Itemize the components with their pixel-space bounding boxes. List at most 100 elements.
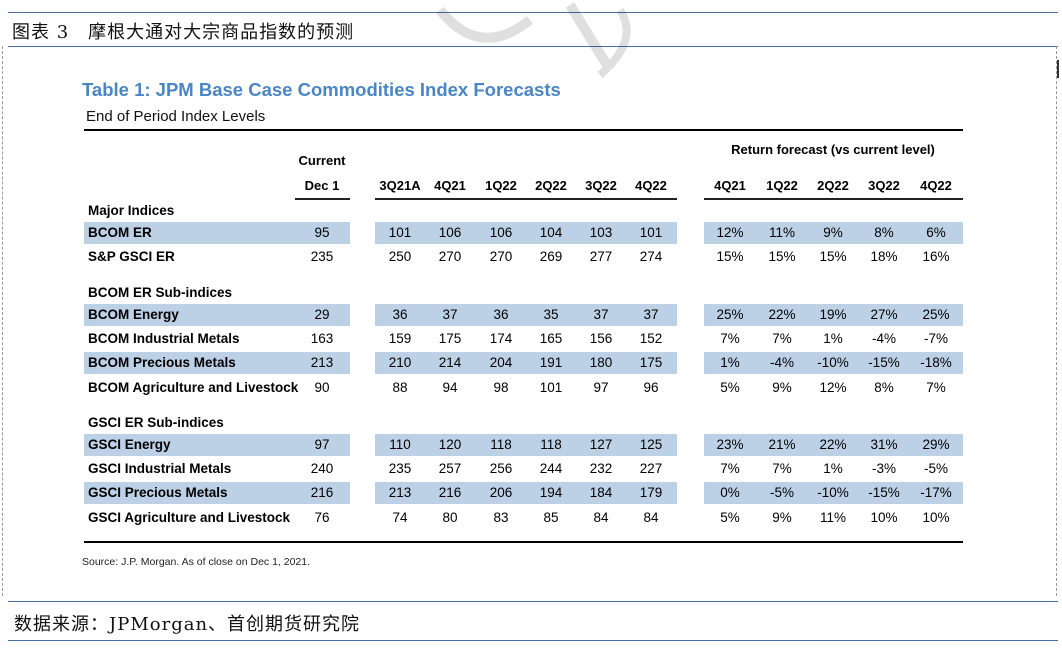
cell-return: -17% [920, 485, 952, 501]
cell-level: 232 [589, 461, 613, 477]
cell-return: 5% [720, 379, 740, 395]
cell-return: 23% [716, 436, 744, 452]
cell-return: 0% [720, 485, 740, 501]
header-current-line1: Current [298, 153, 346, 168]
figure-title-bar [8, 12, 1058, 47]
cell-return: -7% [923, 330, 948, 346]
cell-level: 101 [639, 225, 663, 240]
cell-return: 12% [819, 379, 847, 395]
cell-level: 165 [539, 330, 563, 346]
header-return-group: Return forecast (vs current level) [731, 142, 935, 157]
row-label: BCOM Precious Metals [88, 355, 236, 371]
row-band-levels [375, 303, 677, 326]
cell-return: 9% [772, 509, 792, 525]
cell-return: 8% [874, 225, 894, 240]
cell-level: 191 [539, 355, 563, 371]
cell-level: 270 [438, 249, 462, 265]
section-label: GSCI ER Sub-indices [88, 414, 224, 430]
cell-current: 95 [314, 225, 330, 240]
row-label: GSCI Energy [88, 436, 171, 452]
cell-return: -10% [817, 355, 849, 371]
header-rule-returns [704, 198, 963, 200]
cell-return: 15% [716, 249, 744, 265]
cell-level: 36 [392, 306, 408, 322]
cell-level: 270 [489, 249, 513, 265]
cell-return: -15% [868, 485, 900, 501]
cell-return: 16% [922, 249, 950, 265]
cell-return: 18% [870, 249, 898, 265]
cell-return: 1% [720, 355, 740, 371]
header-rule-current [295, 198, 350, 200]
cell-level: 118 [490, 436, 512, 452]
header-return-period: 2Q22 [817, 178, 849, 193]
cell-level: 98 [493, 379, 509, 395]
cell-level: 103 [589, 225, 613, 240]
header-level-period: 3Q21A [379, 178, 421, 193]
cell-level: 84 [643, 509, 659, 525]
source-footer: 数据来源：JPMorgan、首创期货研究院 [14, 614, 361, 635]
cell-level: 274 [639, 249, 663, 265]
cell-return: 11% [819, 509, 847, 525]
cell-return: 25% [716, 306, 744, 322]
source-bar [8, 601, 1058, 641]
cell-level: 106 [489, 225, 513, 240]
cell-return: -5% [769, 485, 794, 501]
cell-return: 8% [874, 379, 894, 395]
cell-level: 206 [489, 485, 513, 501]
cell-level: 96 [643, 379, 659, 395]
row-band-levels [375, 433, 677, 456]
row-label: BCOM ER [88, 225, 152, 240]
cell-level: 194 [539, 485, 563, 501]
cell-level: 101 [388, 225, 412, 240]
cell-return: 1% [823, 330, 843, 346]
cell-level: 213 [388, 485, 412, 501]
cell-level: 184 [589, 485, 613, 501]
cell-level: 37 [593, 306, 609, 322]
cell-level: 85 [543, 509, 559, 525]
cell-level: 174 [489, 330, 513, 346]
cell-return: 29% [922, 436, 950, 452]
cell-level: 214 [438, 355, 462, 371]
cell-current: 29 [314, 306, 330, 322]
cell-level: 125 [639, 436, 663, 452]
row-label: BCOM Energy [88, 306, 179, 322]
cell-level: 244 [539, 461, 563, 477]
cell-current: 213 [310, 355, 334, 371]
row-band-returns [704, 222, 963, 244]
cell-return: -15% [868, 355, 900, 371]
header-return-period: 4Q21 [714, 178, 746, 193]
cell-level: 235 [388, 461, 412, 477]
cell-level: 152 [639, 330, 663, 346]
cell-level: 101 [539, 379, 563, 395]
cell-current: 97 [314, 436, 330, 452]
cell-return: -5% [923, 461, 948, 477]
cell-level: 80 [442, 509, 458, 525]
cell-return: 5% [720, 509, 740, 525]
cell-current: 235 [310, 249, 334, 265]
row-label: BCOM Agriculture and Livestock [88, 379, 299, 395]
cell-level: 175 [639, 355, 663, 371]
cell-return: -18% [920, 355, 952, 371]
row-band-returns [704, 303, 963, 326]
cell-level: 37 [643, 306, 659, 322]
header-level-period: 4Q22 [635, 178, 667, 193]
cell-level: 83 [493, 509, 509, 525]
cell-current: 163 [310, 330, 334, 346]
header-current-line2: Dec 1 [304, 178, 340, 193]
frame-edge-mark [1057, 60, 1059, 78]
row-label: S&P GSCI ER [88, 249, 175, 265]
cell-level: 256 [489, 461, 513, 477]
cell-level: 156 [589, 330, 613, 346]
row-band-label [84, 303, 350, 326]
cell-return: 27% [870, 306, 898, 322]
cell-level: 120 [438, 436, 462, 452]
cell-level: 84 [593, 509, 609, 525]
cell-return: 15% [768, 249, 796, 265]
cell-level: 250 [388, 249, 412, 265]
row-band-returns [704, 482, 963, 505]
row-band-label [84, 482, 350, 505]
cell-level: 94 [442, 379, 458, 395]
cell-level: 127 [589, 436, 613, 452]
cell-return: 25% [922, 306, 950, 322]
